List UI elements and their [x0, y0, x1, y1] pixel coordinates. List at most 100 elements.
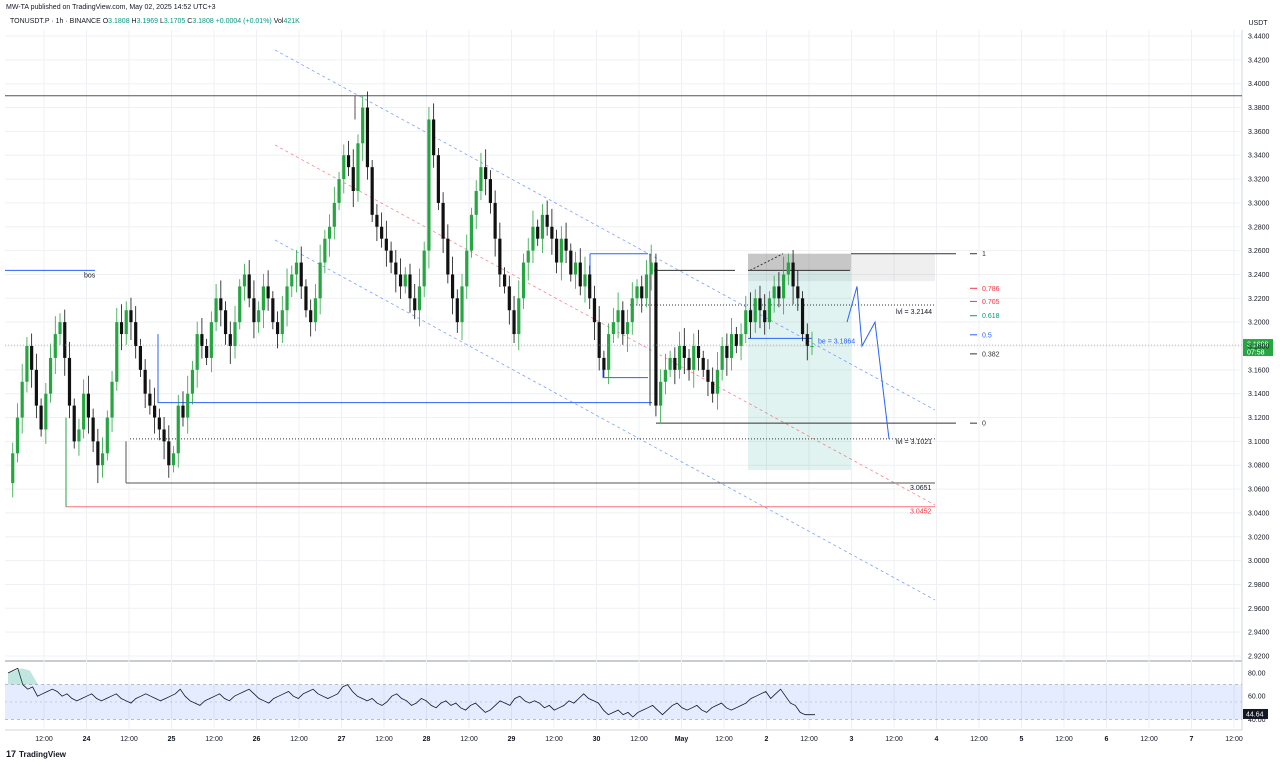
candle-body	[290, 274, 294, 287]
candle-body	[550, 226, 554, 239]
candle-body	[48, 357, 53, 394]
last-price-value: 3.1808	[1247, 342, 1269, 349]
fib-level-label: 0.382	[982, 351, 1000, 358]
time-tick-label: 12:00	[460, 736, 478, 743]
time-tick-label: 12:00	[885, 736, 903, 743]
candle-body	[763, 310, 767, 323]
candle-body	[441, 202, 445, 239]
candle-body	[389, 250, 393, 263]
candle-body	[564, 238, 568, 251]
candle-body	[361, 107, 365, 144]
change-value: +0.0004 (+0.01%)	[215, 18, 272, 25]
candle-body	[573, 262, 578, 275]
candle-body	[796, 286, 800, 299]
channel-upper-line	[274, 49, 936, 411]
time-tick-label: 12:00	[545, 736, 563, 743]
candle-body	[53, 334, 57, 358]
candle-body	[748, 310, 753, 323]
candle-body	[100, 453, 105, 466]
fib-level-label: 1	[982, 251, 986, 258]
time-tick-label: 5	[1020, 736, 1024, 743]
brand-footer[interactable]: 17 TradingView	[6, 749, 66, 759]
time-tick-label: 7	[1190, 736, 1194, 743]
level-label-lower: lvl = 3.1021	[896, 439, 932, 446]
brand-name: TradingView	[19, 749, 66, 759]
price-tick-label: 2.9200	[1248, 654, 1270, 661]
candle-body	[309, 310, 313, 323]
profit-zone-box	[748, 270, 851, 470]
candle-body	[507, 286, 511, 311]
candle-body	[351, 167, 355, 191]
candle-body	[465, 250, 469, 287]
candle-body	[153, 405, 157, 418]
candle-body	[186, 393, 190, 418]
price-tick-label: 3.2800	[1248, 224, 1270, 231]
candles-layer	[11, 91, 814, 498]
candle-body	[663, 369, 667, 382]
time-tick-label: 29	[508, 736, 516, 743]
candle-body	[134, 322, 138, 346]
candle-body	[536, 226, 540, 239]
candle-body	[181, 405, 185, 418]
candle-body	[786, 262, 790, 275]
candle-body	[711, 381, 715, 394]
candle-body	[436, 155, 440, 203]
fib-level-label: 0.705	[982, 299, 1000, 306]
price-tick-label: 3.2000	[1248, 320, 1270, 327]
candle-body	[67, 357, 72, 406]
close-value: 3.1808	[192, 18, 214, 25]
price-tick-label: 3.2600	[1248, 248, 1270, 255]
candle-body	[219, 298, 223, 311]
fib-level-label: 0.786	[982, 286, 1000, 293]
candle-body	[384, 238, 388, 251]
price-tick-label: 2.9600	[1248, 606, 1270, 613]
candle-body	[25, 346, 29, 382]
volume-label: Vol	[273, 18, 284, 25]
drawing-layer: lvl = 3.2144 be = 3.1864 lvl = 3.1021 3.065…	[5, 49, 1242, 601]
candle-body	[569, 250, 573, 275]
candle-body	[86, 393, 90, 418]
candle-body	[588, 274, 592, 299]
price-tick-label: 3.3800	[1248, 105, 1270, 112]
candle-body	[744, 310, 748, 335]
candle-body	[701, 357, 705, 370]
time-tick-label: 28	[423, 736, 431, 743]
candle-body	[578, 262, 582, 287]
projection-path	[846, 286, 890, 439]
price-tick-label: 3.3400	[1248, 153, 1270, 160]
price-tick-label: 3.0600	[1248, 487, 1270, 494]
fib-level-label: 0.5	[982, 332, 992, 339]
candle-body	[124, 310, 128, 335]
candle-body	[39, 405, 43, 430]
candle-body	[502, 274, 507, 287]
candle-body	[257, 310, 261, 323]
close-label: C	[187, 18, 193, 25]
candle-body	[644, 274, 649, 299]
price-tick-label: 3.0400	[1248, 510, 1270, 517]
candle-body	[758, 298, 762, 311]
volume-value: 421K	[283, 18, 300, 25]
candle-body	[625, 322, 630, 335]
candle-body	[583, 274, 587, 287]
candle-body	[720, 346, 724, 370]
candle-body	[791, 262, 795, 287]
candle-body	[616, 310, 620, 323]
candle-body	[422, 250, 426, 287]
time-tick-label: 3	[850, 736, 854, 743]
inner-box-outline	[602, 369, 648, 379]
candle-body	[810, 346, 814, 347]
candle-body	[332, 202, 336, 227]
candle-body	[413, 298, 417, 311]
time-tick-label: 12:00	[1055, 736, 1073, 743]
candle-body	[313, 298, 318, 323]
candle-body	[446, 238, 450, 275]
symbol-name[interactable]: TONUSDT.P · 1h · BINANCE	[10, 18, 101, 25]
candle-body	[15, 417, 20, 454]
candle-body	[753, 298, 757, 323]
candle-body	[805, 334, 809, 346]
candle-body	[271, 298, 275, 323]
low-value: 3.1705	[163, 18, 186, 25]
price-tick-label: 2.9800	[1248, 582, 1270, 589]
